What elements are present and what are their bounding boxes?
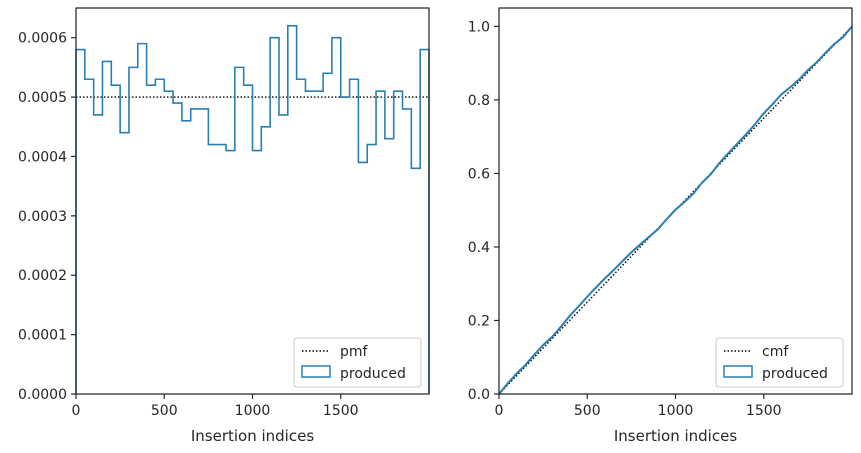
legend-box — [715, 337, 844, 388]
y-tick-label: 0.0001 — [18, 328, 67, 344]
cmf-reference-line — [498, 25, 853, 395]
produced-cumulative-line — [498, 25, 853, 395]
y-tick-label: 1.0 — [468, 19, 490, 35]
x-axis-label: Insertion indices — [191, 427, 314, 445]
plot-frame — [75, 7, 430, 395]
y-tick-label: 0.2 — [468, 313, 490, 329]
y-tick-label: 0.0004 — [18, 149, 67, 165]
x-tick-label: 0 — [72, 403, 81, 419]
x-tick-label: 1500 — [323, 403, 359, 419]
cmf-panel: 0 500 1000 1500 0.0 0.2 0.4 0.6 0.8 1.0 Insertio… — [468, 7, 853, 445]
x-tick-label: 1000 — [235, 403, 271, 419]
y-tick-label: 0.0002 — [18, 268, 67, 284]
y-tick-label: 0.0005 — [18, 90, 67, 106]
y-tick-label: 0.8 — [468, 93, 490, 109]
legend-pmf-label: pmf — [340, 344, 369, 360]
x-tick-label: 500 — [574, 403, 601, 419]
legend: cmf produced — [715, 337, 844, 388]
legend-box — [293, 337, 422, 388]
produced-histogram-step — [75, 25, 430, 394]
pmf-panel: 0 500 1000 1500 0.0000 0.0001 0.0002 0.0003 0.0… — [18, 7, 430, 445]
x-tick-label: 1000 — [658, 403, 694, 419]
x-tick-label: 1500 — [746, 403, 782, 419]
y-tick-label: 0.0000 — [18, 387, 67, 403]
legend-produced-swatch — [301, 365, 331, 378]
y-tick-label: 0.0 — [468, 387, 490, 403]
legend: pmf produced — [293, 337, 422, 388]
legend-produced-label: produced — [762, 366, 828, 382]
x-tick-label: 0 — [495, 403, 504, 419]
y-tick-label: 0.6 — [468, 166, 490, 182]
x-axis-label: Insertion indices — [614, 427, 737, 445]
legend-produced-label: produced — [340, 366, 406, 382]
x-tick-label: 500 — [151, 403, 178, 419]
y-tick-label: 0.0006 — [18, 31, 67, 47]
legend-produced-swatch — [723, 365, 753, 378]
y-tick-label: 0.4 — [468, 240, 490, 256]
y-tick-label: 0.0003 — [18, 209, 67, 225]
legend-cmf-label: cmf — [762, 344, 789, 360]
